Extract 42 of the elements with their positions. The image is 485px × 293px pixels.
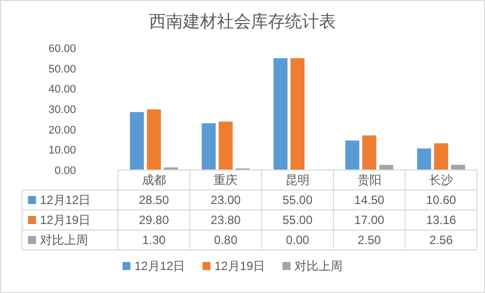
data-label: 2.50 [358, 233, 382, 247]
data-label: 55.00 [282, 193, 313, 207]
x-tick-label: 重庆 [214, 173, 238, 187]
bar [130, 112, 144, 170]
legend-label: 对比上周 [294, 259, 342, 273]
bar [218, 122, 233, 170]
x-tick-label: 贵阳 [357, 173, 382, 187]
chart-title: 西南建材社会库存统计表 [149, 12, 336, 31]
data-label: 0.80 [214, 233, 238, 247]
y-tick-label: 30.00 [48, 104, 76, 116]
x-tick-label: 长沙 [429, 173, 454, 187]
legend-label: 12月19日 [40, 213, 91, 227]
y-tick-label: 0.00 [54, 165, 76, 177]
data-label: 14.50 [354, 193, 385, 207]
x-tick-label: 昆明 [286, 173, 310, 187]
data-label: 17.00 [354, 213, 385, 227]
bar [274, 58, 288, 170]
data-label: 2.56 [429, 233, 454, 247]
legend-label: 12月12日 [40, 193, 91, 207]
bar [290, 58, 304, 170]
y-tick-label: 20.00 [48, 124, 76, 136]
data-label: 29.80 [138, 213, 170, 227]
data-label: 1.30 [142, 233, 166, 247]
y-tick-label: 50.00 [48, 63, 76, 76]
bar [345, 140, 360, 170]
data-label: 23.00 [210, 193, 242, 207]
data-label: 28.50 [138, 193, 170, 207]
bar [362, 135, 376, 170]
data-label: 55.00 [282, 213, 313, 227]
data-label: 0.00 [286, 233, 310, 247]
y-tick-label: 60.00 [48, 43, 76, 55]
bar [146, 109, 161, 170]
bar [434, 143, 448, 170]
y-tick-label: 40.00 [48, 84, 76, 96]
bar [202, 123, 216, 170]
data-label: 23.80 [210, 213, 242, 227]
x-tick-label: 成都 [142, 173, 166, 187]
y-tick-label: 10.00 [48, 144, 76, 157]
data-label: 10.60 [426, 193, 456, 207]
bar [417, 148, 432, 170]
text: 对比上周 [40, 233, 88, 247]
data-label: 13.16 [426, 213, 456, 227]
